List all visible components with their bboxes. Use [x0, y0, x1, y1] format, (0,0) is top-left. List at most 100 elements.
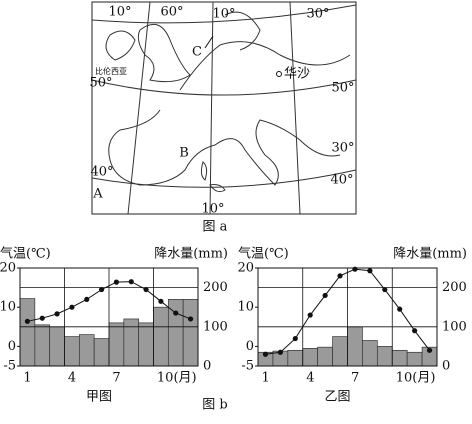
bar: [123, 318, 140, 367]
map-label: 40°: [330, 173, 353, 188]
y-axis-title: 气温(℃): [0, 246, 51, 262]
temperature-point: [173, 310, 179, 316]
bar: [287, 349, 304, 367]
y2-tick-label: 0: [442, 359, 450, 374]
temperature-point: [98, 286, 105, 293]
bar: [138, 322, 154, 367]
bar: [182, 299, 199, 367]
map-label: 10°: [108, 5, 131, 20]
coast-south: [108, 109, 341, 186]
bar: [347, 326, 363, 367]
x-tick-label: 1: [261, 371, 269, 386]
temperature-point: [277, 349, 283, 355]
y-tick-label: 0: [246, 339, 254, 354]
map-label: 比伦西亚: [95, 66, 127, 76]
temperature-point: [352, 266, 358, 272]
temperature-point: [262, 351, 269, 357]
meridian-0: [127, 1, 151, 215]
map-label: 60°: [160, 5, 183, 20]
x-tick-label: 4: [68, 371, 76, 386]
y-tick-label: -5: [241, 359, 254, 374]
x-tick-label: 10(月): [157, 371, 197, 386]
temperature-point: [24, 318, 31, 324]
map-label: 50°: [89, 76, 112, 91]
coast-ireland: [105, 30, 136, 61]
temperature-point: [84, 296, 90, 302]
y-tick-label: 20: [237, 261, 254, 276]
y2-tick-label: 100: [203, 319, 228, 334]
x-tick-label: 7: [112, 371, 120, 386]
islands: [200, 161, 226, 193]
bar: [302, 348, 319, 367]
map-label: B: [179, 146, 189, 161]
map-label: 10°: [212, 7, 235, 22]
map-label: 40°: [90, 165, 113, 180]
y-tick-label: 0: [8, 339, 16, 354]
chart-title: 甲图: [86, 390, 112, 405]
map-label: 10°: [201, 202, 224, 217]
bar: [332, 336, 348, 367]
bar: [64, 336, 80, 367]
bar: [362, 340, 378, 367]
y2-axis-title: 降水量(mm): [393, 247, 467, 262]
chart-title: 乙图: [324, 390, 350, 405]
y-tick-label: 10: [0, 300, 16, 315]
temperature-point: [143, 286, 149, 293]
temperature-point: [69, 304, 75, 310]
map-label: 30°: [331, 141, 354, 156]
map-label: 华沙: [284, 67, 310, 82]
map: 10° 60° 10° 30° C 比伦西亚 50° 华沙 50° B 30° …: [89, 1, 357, 235]
y2-tick-label: 100: [442, 319, 467, 334]
warsaw-marker: [276, 71, 282, 77]
map-label: 30°: [306, 7, 329, 22]
temperature-line: [265, 268, 430, 355]
temperature-point: [382, 286, 388, 293]
temperature-point: [397, 306, 403, 312]
temperature-point: [128, 279, 134, 285]
bar: [34, 324, 51, 367]
bar: [49, 326, 65, 367]
temperature-point: [322, 292, 328, 299]
bar: [93, 338, 110, 367]
bar: [376, 346, 393, 367]
temperature-point: [158, 298, 164, 304]
figure-caption: 图 b: [202, 398, 227, 413]
bar: [406, 351, 423, 367]
y-tick-label: 20: [0, 261, 16, 276]
x-tick-label: 7: [351, 371, 359, 386]
temperature-point: [307, 312, 313, 318]
y-tick-label: 10: [237, 300, 254, 315]
y2-tick-label: 200: [203, 280, 228, 295]
bar: [108, 322, 125, 367]
plot-frame: [257, 267, 438, 367]
y2-axis-title: 降水量(mm): [154, 247, 228, 262]
temperature-point: [187, 316, 194, 322]
temperature-point: [337, 273, 343, 279]
bar: [391, 349, 408, 367]
bar: [78, 334, 95, 367]
temperature-point: [39, 315, 45, 321]
map-label: C: [192, 45, 202, 60]
temperature-point: [426, 347, 433, 353]
y-axis-title: 气温(℃): [238, 246, 289, 262]
map-caption: 图 a: [203, 220, 228, 235]
plot-frame: [19, 267, 199, 367]
temperature-point: [367, 268, 373, 274]
latitude-50: [91, 79, 357, 96]
y2-tick-label: 0: [203, 359, 211, 374]
y2-tick-label: 200: [442, 280, 467, 295]
x-tick-label: 10(月): [396, 371, 436, 386]
temperature-point: [412, 328, 418, 334]
bar: [19, 298, 36, 367]
temperature-point: [54, 311, 60, 317]
coast-britain: [137, 23, 191, 83]
bar: [153, 306, 169, 367]
x-tick-label: 1: [23, 371, 31, 386]
x-tick-label: 4: [306, 371, 314, 386]
map-label: A: [92, 187, 103, 202]
meridian-20: [289, 1, 301, 215]
c-pointer: [204, 35, 214, 49]
coast-north: [179, 11, 351, 91]
temperature-point: [113, 279, 120, 285]
